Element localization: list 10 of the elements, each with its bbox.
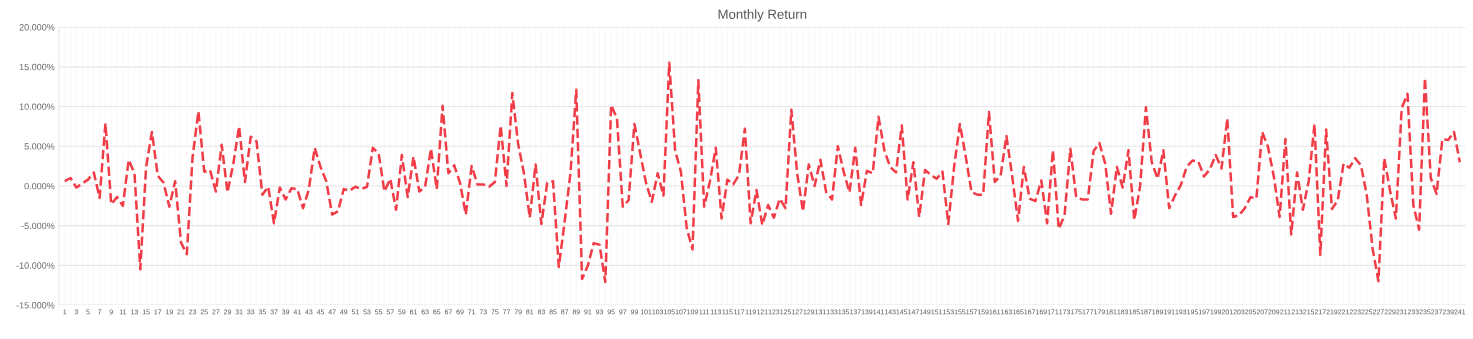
y-tick-label: -10.000% [16, 262, 55, 269]
line-series [63, 61, 1462, 284]
chart-title: Monthly Return [718, 9, 807, 22]
y-tick-label: 5.000% [24, 143, 55, 150]
y-tick-label: 0.000% [24, 182, 55, 190]
y-tick-label: 15.000% [19, 63, 55, 71]
y-tick-label: 10.000% [19, 103, 55, 110]
y-tick-label: -5.000% [21, 222, 55, 230]
y-tick-label: -15.000% [16, 302, 55, 309]
y-tick-label: 20.000% [19, 24, 55, 31]
